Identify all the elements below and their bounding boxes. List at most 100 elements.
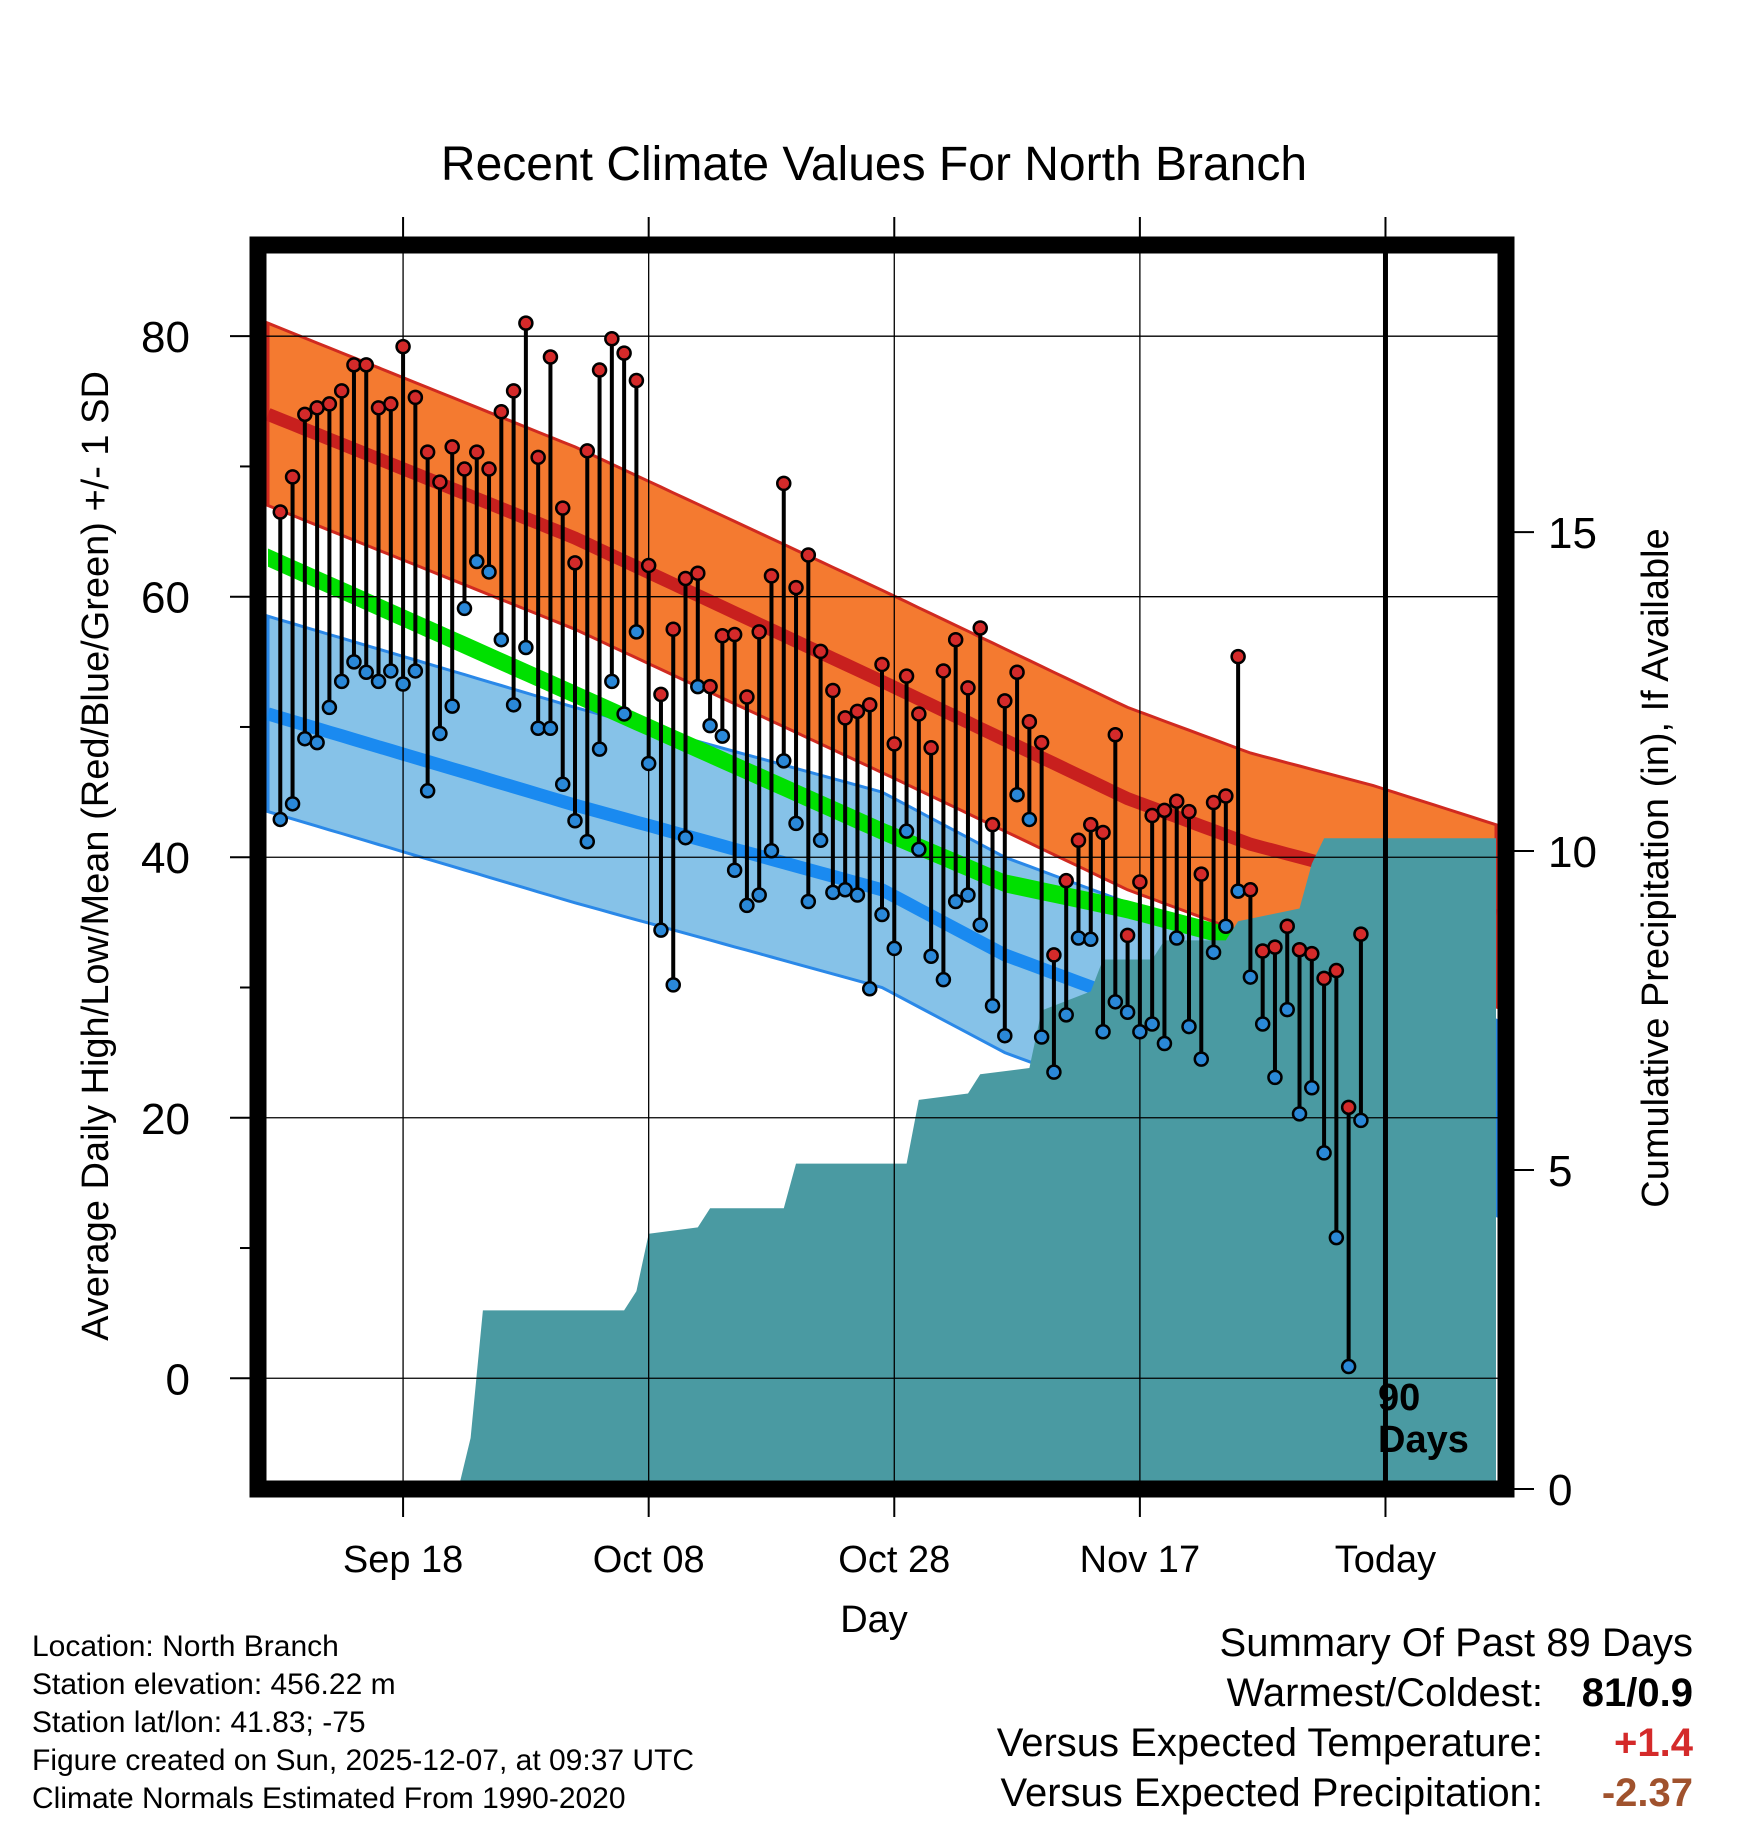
low-point — [297, 730, 313, 747]
high-point — [456, 461, 473, 477]
low-point — [370, 673, 387, 690]
temp-value: +1.4 — [1614, 1721, 1693, 1765]
low-point — [1316, 1145, 1332, 1161]
y2-tick-label: 0 — [1548, 1466, 1572, 1515]
x-tick-label: Oct 08 — [593, 1539, 705, 1581]
chart-title: Recent Climate Values For North Branch — [441, 138, 1307, 191]
high-point — [1193, 866, 1210, 882]
low-point — [1033, 1029, 1050, 1045]
high-point — [677, 570, 694, 587]
today-days-count: 90 — [1378, 1377, 1420, 1419]
high-point — [1328, 962, 1345, 979]
high-point — [518, 315, 534, 331]
y-tick-label: 80 — [141, 313, 190, 362]
warm-cold-value: 81/0.9 — [1581, 1671, 1693, 1715]
low-point — [1046, 1064, 1062, 1080]
high-point — [1033, 734, 1050, 751]
low-point — [1144, 1016, 1160, 1032]
high-point — [763, 568, 780, 584]
high-point — [972, 620, 988, 636]
low-point — [1168, 930, 1185, 946]
high-point — [1083, 816, 1099, 833]
y2-axis-label: Cumulative Precipitation (in), If Availa… — [1635, 528, 1677, 1207]
high-point — [825, 682, 841, 699]
x-tick-label: Oct 28 — [838, 1539, 950, 1581]
low-point — [714, 728, 731, 744]
high-point — [1353, 926, 1369, 942]
high-point — [1119, 927, 1136, 944]
low-point — [812, 832, 829, 849]
x-tick-label: Today — [1335, 1539, 1436, 1581]
high-point — [653, 686, 669, 703]
normals-text: Climate Normals Estimated From 1990-2020 — [32, 1782, 626, 1815]
high-point — [554, 500, 571, 516]
low-point — [591, 741, 608, 757]
high-point — [702, 678, 718, 695]
low-point — [1340, 1358, 1357, 1375]
high-point — [935, 663, 952, 679]
high-point — [505, 383, 522, 399]
low-point — [1119, 1004, 1136, 1020]
y-tick-label: 60 — [141, 574, 190, 623]
high-point — [358, 357, 374, 373]
high-point — [1279, 918, 1295, 935]
high-point — [333, 383, 350, 399]
low-point — [886, 940, 903, 957]
high-point — [469, 444, 485, 460]
summary-warm-cold: Warmest/Coldest: 81/0.9 — [997, 1668, 1693, 1718]
y-axis-left: 0 20 40 60 80 — [141, 313, 250, 1404]
high-point — [567, 555, 583, 571]
high-point — [370, 400, 387, 416]
low-point — [849, 887, 866, 903]
low-point — [1107, 994, 1124, 1010]
high-point — [911, 706, 927, 722]
low-point — [1021, 811, 1038, 828]
low-point — [1242, 969, 1259, 985]
high-point — [776, 475, 792, 492]
y-tick-label: 40 — [141, 834, 190, 883]
high-point — [297, 406, 313, 423]
low-point — [776, 753, 792, 769]
high-point — [861, 697, 878, 713]
low-point — [751, 887, 767, 903]
low-point — [518, 639, 534, 656]
low-point — [739, 897, 755, 914]
low-point — [469, 553, 485, 570]
low-point — [1254, 1016, 1271, 1032]
plot-area — [258, 245, 1506, 1489]
created-text: Figure created on Sun, 2025-12-07, at 09… — [32, 1744, 695, 1777]
low-point — [284, 796, 301, 812]
high-point — [395, 338, 411, 355]
x-axis-label: Day — [840, 1599, 908, 1641]
high-point — [812, 643, 829, 660]
high-point — [898, 668, 915, 684]
low-point — [395, 676, 411, 692]
high-point — [788, 579, 804, 596]
high-point — [591, 362, 608, 378]
low-point — [554, 776, 571, 793]
precip-value: -2.37 — [1601, 1771, 1693, 1815]
high-point — [1340, 1099, 1357, 1116]
low-point — [1267, 1069, 1283, 1086]
low-point — [1070, 930, 1087, 946]
low-point — [321, 699, 338, 716]
high-point — [284, 469, 301, 485]
low-point — [726, 862, 743, 879]
low-point — [444, 698, 460, 714]
summary-precip: Versus Expected Precipitation: -2.37 — [997, 1768, 1693, 1818]
high-point — [984, 816, 1001, 833]
station-info: Location: North Branch Station elevation… — [32, 1628, 694, 1818]
y-axis-label: Average Daily High/Low/Mean (Red/Blue/Gr… — [75, 371, 117, 1341]
high-point — [739, 689, 755, 705]
y-tick-label: 0 — [166, 1355, 190, 1404]
x-axis: Sep 18 Oct 08 Oct 28 Nov 17 Today — [343, 217, 1436, 1581]
low-point — [1230, 883, 1246, 899]
low-point — [1058, 1007, 1074, 1023]
low-point — [702, 717, 718, 734]
low-point — [984, 997, 1001, 1014]
low-point — [800, 893, 817, 910]
high-point — [579, 443, 596, 459]
y2-tick-label: 10 — [1548, 828, 1597, 877]
high-point — [1046, 947, 1062, 963]
high-point — [1070, 832, 1087, 849]
